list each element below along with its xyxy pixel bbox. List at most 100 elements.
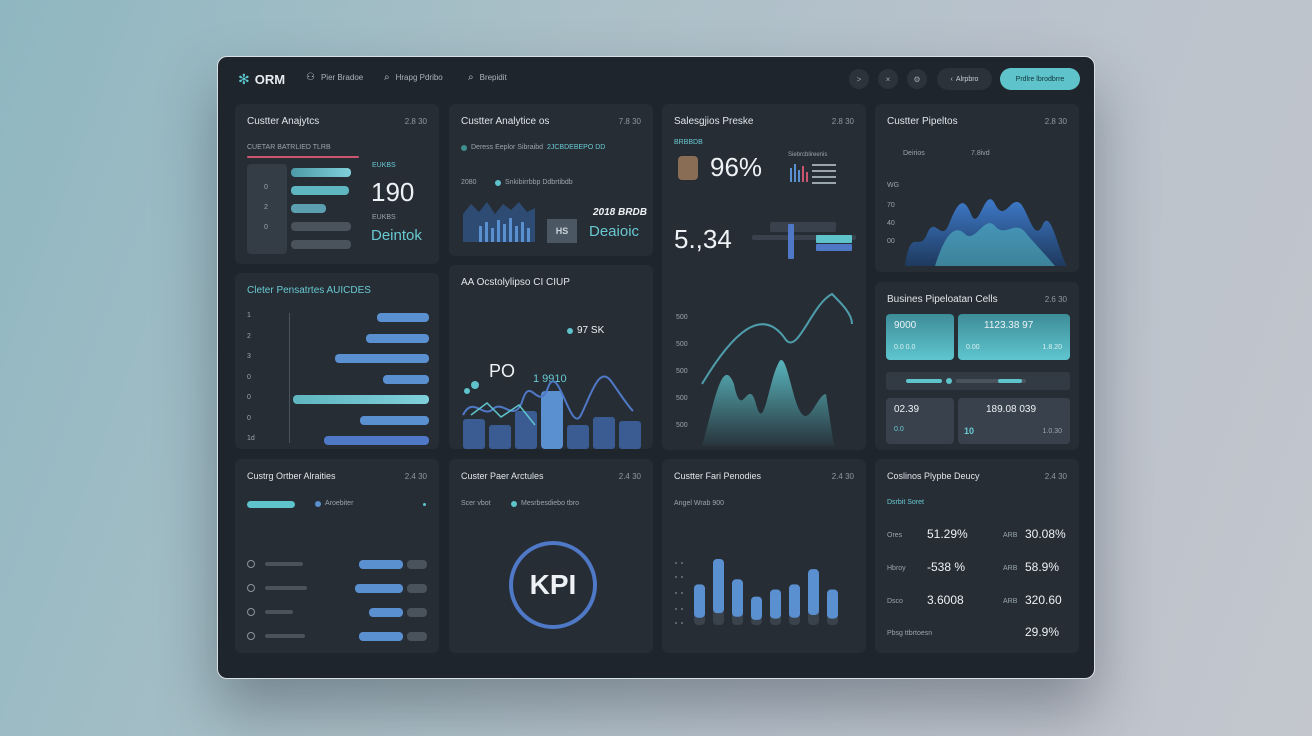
- card-value: 189.08 039: [986, 404, 1037, 415]
- list-bar: [291, 240, 351, 249]
- y-tick: 500: [676, 314, 688, 321]
- y-tick: WG: [887, 182, 900, 189]
- panel-subtitle: Angel Wrab 900: [674, 500, 725, 507]
- bar-label: 1: [247, 312, 251, 319]
- slider-handle[interactable]: [788, 224, 794, 259]
- card-value: 1123.38 97: [984, 320, 1034, 331]
- side-list: 0 2 0: [247, 164, 287, 254]
- panel-subtitle: Dsrbit Soret: [887, 499, 924, 506]
- close-icon[interactable]: ×: [878, 69, 898, 89]
- panel-meta: 2.8 30: [404, 117, 427, 126]
- settings-icon[interactable]: ⚙: [907, 69, 927, 89]
- bar-label: 1d: [247, 435, 255, 442]
- range-handle[interactable]: [946, 378, 952, 384]
- year-label: 2018 BRDB: [593, 207, 647, 218]
- stat-card[interactable]: 1123.38 97 0.00 1.8.20: [958, 314, 1070, 360]
- hs-badge: HS: [547, 219, 577, 243]
- row-checkbox[interactable]: [247, 584, 255, 592]
- forward-icon[interactable]: >: [849, 69, 869, 89]
- stat-value: Deintok: [371, 227, 422, 244]
- row-label: Pbsg ttbrtoesn: [887, 630, 933, 637]
- row-checkbox[interactable]: [247, 608, 255, 616]
- card-value: 02.39: [894, 404, 920, 415]
- row-value: 3.6008: [927, 593, 964, 607]
- row-bar: [355, 584, 403, 593]
- row-checkbox[interactable]: [247, 560, 255, 568]
- stat-card[interactable]: 9000 0.0 0.0: [886, 314, 954, 360]
- bar-label: 2: [247, 332, 251, 340]
- row-label: ARB: [1003, 598, 1018, 605]
- slider-track: [752, 235, 856, 240]
- stat-value: 2080: [461, 179, 477, 186]
- bar: [376, 313, 429, 322]
- bar: [713, 559, 724, 614]
- row-text-placeholder: [265, 634, 305, 638]
- app-logo[interactable]: ✻ ORM: [238, 71, 285, 88]
- stat-label: EUKBS: [372, 214, 396, 221]
- stat-value: 190: [371, 177, 415, 207]
- tag: BRBBDB: [674, 139, 703, 146]
- row-label: Dsco: [887, 598, 903, 605]
- primary-button[interactable]: Prdlre lbrodbrre: [1000, 68, 1080, 90]
- nav-item-3[interactable]: ⌕ Brepidit: [468, 72, 507, 83]
- row-value: 51.29%: [927, 527, 968, 541]
- line-area-chart: [701, 292, 853, 446]
- y-tick: 500: [676, 341, 688, 348]
- row-toggle[interactable]: [407, 560, 427, 569]
- panel-meta: 2.4 30: [831, 472, 854, 481]
- mini-chart-label: Siebrcblireenis: [788, 152, 828, 158]
- primary-button-label: Prdlre lbrodbrre: [1015, 75, 1065, 83]
- kpi-ring[interactable]: KPI: [509, 541, 597, 629]
- panel-meta: 2.8 30: [831, 117, 854, 126]
- kpi-label: KPI: [529, 569, 577, 600]
- stat-card[interactable]: 189.08 039 10 1.0.30: [958, 398, 1070, 444]
- row-value: 320.60: [1025, 593, 1062, 607]
- legend-label: 2JCBDEBEPO DD: [546, 144, 606, 151]
- bar: [334, 354, 429, 363]
- percent-value: 97 SK: [577, 325, 605, 336]
- range-bar[interactable]: [886, 372, 1070, 390]
- nav-item-1[interactable]: ⚇ Pier Bradoe: [306, 72, 363, 83]
- row-toggle[interactable]: [407, 584, 427, 593]
- list-item: 0: [264, 224, 268, 231]
- card-value: 9000: [894, 320, 917, 331]
- list-bar: [291, 168, 351, 177]
- stat-value: 5.,34: [674, 224, 732, 254]
- panel-title: Custter Fari Penodies: [674, 471, 762, 481]
- card-sub: 1.8.20: [1042, 344, 1062, 351]
- bar: [751, 596, 762, 620]
- bar: [366, 333, 429, 343]
- y-tick: 40: [887, 220, 895, 227]
- row-toggle[interactable]: [407, 632, 427, 641]
- row-label: ARB: [1003, 532, 1018, 539]
- stat-value: Deaioic: [589, 223, 640, 240]
- nav-item-2[interactable]: ⌕ Hrapg Pdribo: [384, 72, 443, 83]
- performance-bar-panel: Cleter Pensatrtes AUICDES 1 2 3 0 0 0 1d: [235, 273, 439, 449]
- bar: [827, 589, 838, 619]
- list-item: 0: [264, 184, 268, 191]
- bar: [359, 415, 429, 425]
- bar: [808, 569, 819, 615]
- panel-meta: 2.4 30: [404, 472, 427, 481]
- card-sub: 0.00: [966, 344, 980, 351]
- slider-fill: [816, 235, 852, 243]
- bar: [382, 374, 429, 384]
- row-toggle[interactable]: [407, 608, 427, 617]
- bar: [324, 436, 429, 445]
- panel-title: Coslinos Plypbe Deucy: [887, 471, 980, 481]
- stat-card[interactable]: 02.39 0.0: [886, 398, 954, 444]
- secondary-button[interactable]: ‹ Alrpbro: [937, 68, 992, 90]
- list-bar: [291, 204, 326, 213]
- customer-pipeline-panel: Custter Pipeltos 2.8 30 Deirios 7.8ivd W…: [875, 104, 1079, 272]
- card-sub: 0.0: [894, 426, 904, 433]
- row-text-placeholder: [265, 586, 307, 590]
- row-value: 58.9%: [1025, 560, 1060, 574]
- row-checkbox[interactable]: [247, 632, 255, 640]
- y-tick: 00: [887, 238, 895, 245]
- kpi-panel: Custer Paer Arctules 2.4 30 Scer vbot Me…: [449, 459, 653, 653]
- card-sub: 1.0.30: [1042, 428, 1062, 435]
- vertical-bar-chart: [694, 559, 838, 625]
- legend-dot: [315, 500, 321, 507]
- card-sub: 10: [964, 426, 975, 436]
- row-label: Hbroy: [887, 565, 906, 572]
